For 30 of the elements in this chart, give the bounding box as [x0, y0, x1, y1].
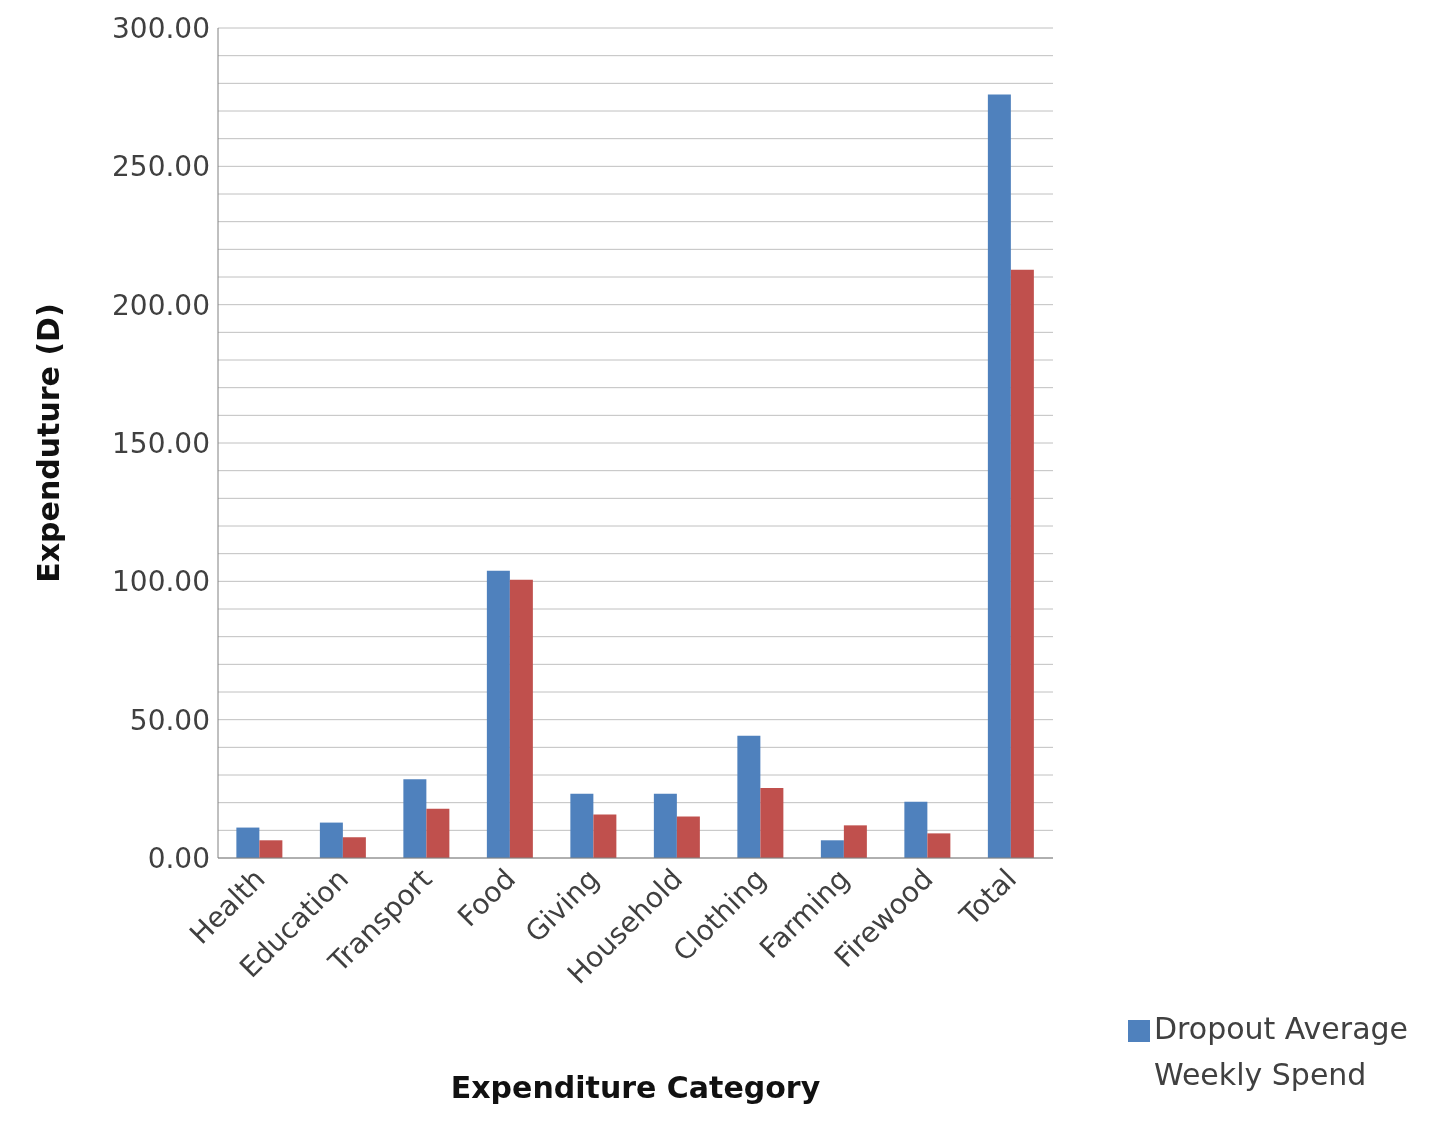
- bar: [342, 837, 366, 858]
- bar: [737, 735, 761, 858]
- bar: [653, 793, 677, 858]
- legend-label: Dropout Average Weekly Spend: [1154, 1010, 1410, 1094]
- y-tick-label: 0.00: [147, 841, 210, 875]
- x-axis-title: Expenditure Category: [450, 1070, 821, 1105]
- bar: [987, 94, 1011, 858]
- y-tick-label: 200.00: [112, 288, 210, 322]
- y-tick-label: 300.00: [112, 11, 210, 45]
- bar: [760, 788, 784, 858]
- bar: [1010, 269, 1034, 858]
- bar: [426, 808, 450, 858]
- bar: [676, 816, 700, 858]
- bar: [403, 779, 427, 858]
- bar: [509, 579, 533, 858]
- bar: [236, 827, 260, 858]
- bar: [904, 801, 928, 858]
- y-tick-label: 50.00: [129, 703, 210, 737]
- y-tick-label: 100.00: [112, 565, 210, 599]
- y-axis-title: Expenduture (D): [30, 303, 66, 583]
- bar: [927, 833, 951, 858]
- bar: [820, 840, 844, 858]
- bar: [319, 822, 343, 858]
- bar: [843, 825, 867, 858]
- bar: [570, 793, 594, 858]
- y-tick-label: 250.00: [112, 150, 210, 184]
- bar: [486, 570, 510, 858]
- bar: [593, 814, 617, 858]
- bar: [259, 840, 283, 858]
- y-tick-label: 150.00: [112, 426, 210, 460]
